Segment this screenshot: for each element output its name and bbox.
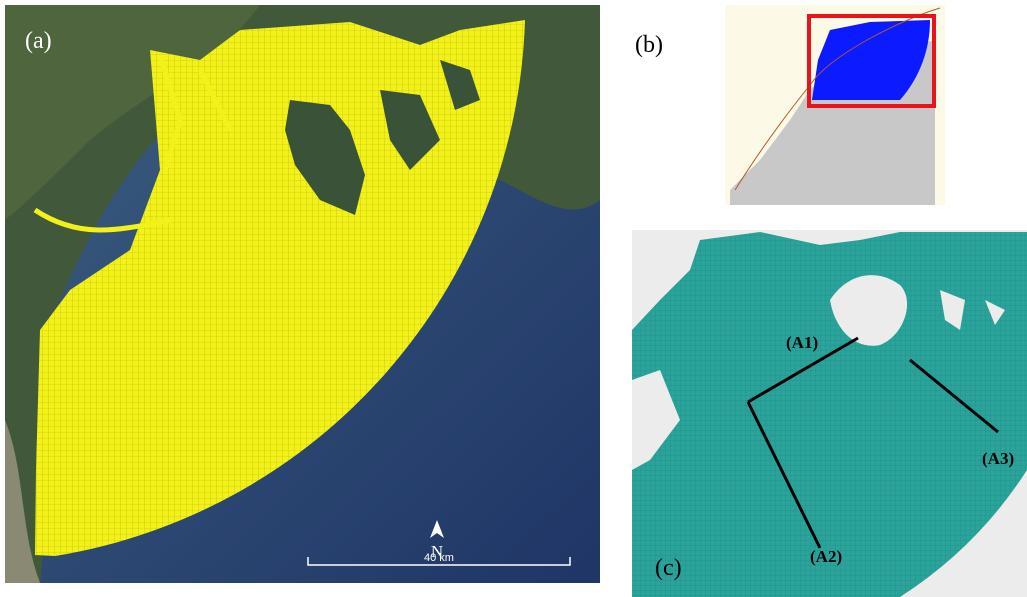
model-mesh xyxy=(632,232,1027,597)
panel-b xyxy=(725,5,945,205)
panel-label: (a) xyxy=(25,28,52,54)
section-label: (A3) xyxy=(982,449,1014,468)
panel-c: (A1) (A2) (A3) (c) xyxy=(632,230,1027,597)
panel-a: (a) N 40 km xyxy=(5,5,600,583)
panel-label: (b) xyxy=(635,32,663,58)
section-label: (A1) xyxy=(786,333,818,352)
scale-label: 40 km xyxy=(424,552,454,564)
figure: (a) N 40 km (b) (A1) (A2) (A3) (c) xyxy=(0,0,1027,597)
panel-label: (c) xyxy=(655,555,682,581)
section-label: (A2) xyxy=(810,547,842,566)
